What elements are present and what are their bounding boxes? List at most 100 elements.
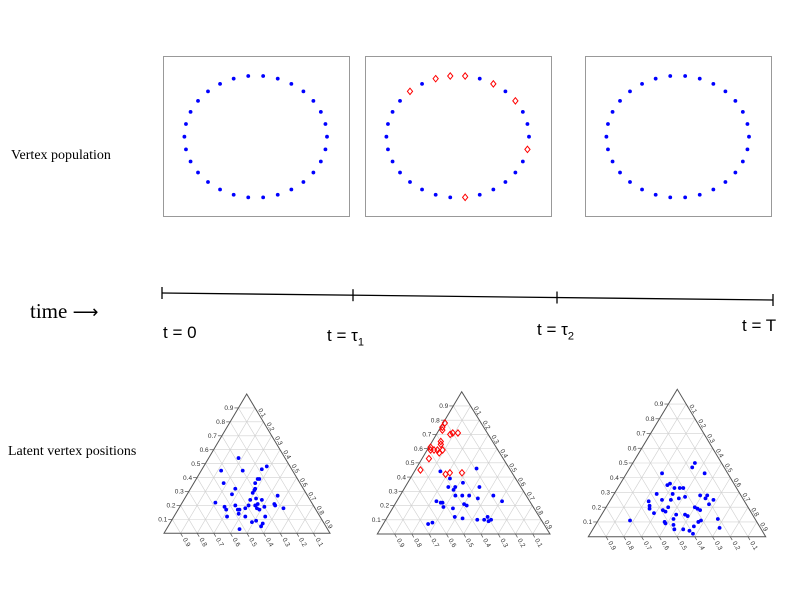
axis-tick (196, 533, 200, 537)
gridline (238, 407, 314, 534)
data-point (257, 507, 262, 512)
vertex-point (398, 170, 402, 175)
bottom-axis-tick-label: 0.3 (713, 540, 724, 552)
vertex-point-highlighted (524, 145, 531, 154)
data-point (246, 503, 251, 508)
data-point-highlighted (435, 448, 443, 457)
axis-tick (496, 448, 500, 453)
gridline (180, 407, 256, 534)
left-axis-tick-label: 0.4 (610, 475, 619, 482)
data-point (263, 514, 268, 519)
axis-tick (730, 477, 733, 482)
axis-tick (738, 492, 742, 497)
right-axis-tick-label: 0.8 (315, 505, 326, 517)
data-point (671, 523, 676, 527)
vertex-point-highlighted (432, 74, 439, 83)
data-point (485, 515, 490, 519)
panel-frame (163, 56, 350, 217)
data-point (690, 465, 695, 470)
vertex-point (261, 74, 266, 78)
right-axis-tick-label: 0.2 (696, 418, 707, 430)
axis-tick (321, 519, 324, 523)
gridline (596, 521, 607, 537)
data-point (243, 514, 248, 519)
vertex-point (323, 122, 328, 126)
data-point (253, 481, 258, 486)
vertex-point (610, 159, 615, 164)
panel-frame (585, 56, 772, 217)
right-axis-tick-label: 0.5 (723, 463, 734, 475)
left-axis-tick-label: 0.8 (216, 419, 225, 426)
left-axis-tick-label: 0.3 (389, 489, 398, 496)
data-point (482, 517, 487, 522)
left-axis-tick-label: 0.6 (628, 445, 637, 452)
gridline (436, 434, 499, 535)
vertex-point (668, 74, 673, 78)
data-point (236, 456, 241, 460)
data-point (467, 493, 472, 498)
bottom-axis-tick-label: 0.7 (429, 538, 440, 550)
axis-tick (313, 505, 316, 510)
bottom-axis-tick-label: 0.9 (395, 538, 406, 550)
data-point (663, 521, 668, 526)
tick-label-tau1: t = τ1 (327, 326, 364, 348)
left-axis-tick-label: 0.7 (422, 432, 431, 439)
right-axis-tick-label: 0.1 (256, 407, 267, 419)
axis-tick (230, 533, 233, 537)
right-axis-tick-label: 0.7 (306, 491, 317, 503)
bottom-axis-tick-label: 0.2 (730, 540, 741, 552)
bottom-axis-tick-label: 0.5 (247, 537, 258, 549)
vertex-point (246, 195, 251, 200)
right-axis-tick-label: 0.5 (507, 462, 518, 474)
data-point (500, 499, 504, 504)
axis-tick (756, 521, 760, 526)
vertex-point (711, 187, 716, 192)
right-axis-tick-label: 0.9 (542, 519, 553, 531)
axis-tick (747, 536, 751, 541)
data-point (237, 507, 242, 512)
left-axis-tick-label: 0.7 (637, 431, 646, 438)
gridline (668, 403, 749, 537)
data-point-highlighted (454, 428, 462, 437)
axis-tick (532, 533, 536, 538)
left-axis-tick-label: 0.5 (405, 460, 414, 467)
left-axis-tick-label: 0.1 (158, 517, 167, 524)
vertex-point (610, 109, 615, 114)
data-point (213, 500, 218, 505)
vertex-point (628, 180, 632, 184)
gridline (463, 462, 507, 535)
data-point (646, 499, 651, 504)
vertex-point (261, 195, 266, 200)
data-point-highlighted (446, 468, 454, 477)
vertex-point (386, 122, 390, 126)
data-point (260, 521, 265, 526)
data-point (676, 496, 681, 501)
vertex-point (420, 81, 424, 86)
gridline (428, 434, 489, 535)
vertex-point (618, 170, 622, 175)
vertex-point (301, 89, 306, 94)
population-panel-2 (365, 56, 552, 217)
data-point (446, 485, 451, 489)
gridline (263, 477, 297, 534)
bottom-axis-tick-label: 0.3 (498, 538, 509, 550)
left-axis-tick-label: 0.2 (592, 504, 601, 511)
gridline (729, 507, 749, 537)
vertex-point (384, 134, 389, 139)
data-point (451, 506, 455, 511)
axis-tick (515, 533, 518, 538)
data-point (254, 518, 259, 523)
row-label-vertex-population: Vertex population (11, 148, 111, 163)
axis-tick (296, 477, 299, 482)
data-point (707, 502, 711, 507)
axis-tick (463, 533, 466, 538)
ternary-plot-3: 0.10.10.10.20.20.20.30.30.30.40.40.40.5 0… (583, 388, 769, 552)
bottom-axis-tick-label: 0.9 (606, 540, 617, 552)
data-point (448, 476, 452, 481)
vertex-point (640, 81, 644, 86)
right-axis-tick-label: 0.9 (323, 519, 334, 531)
vertex-point (606, 122, 610, 126)
axis-tick (729, 536, 733, 541)
